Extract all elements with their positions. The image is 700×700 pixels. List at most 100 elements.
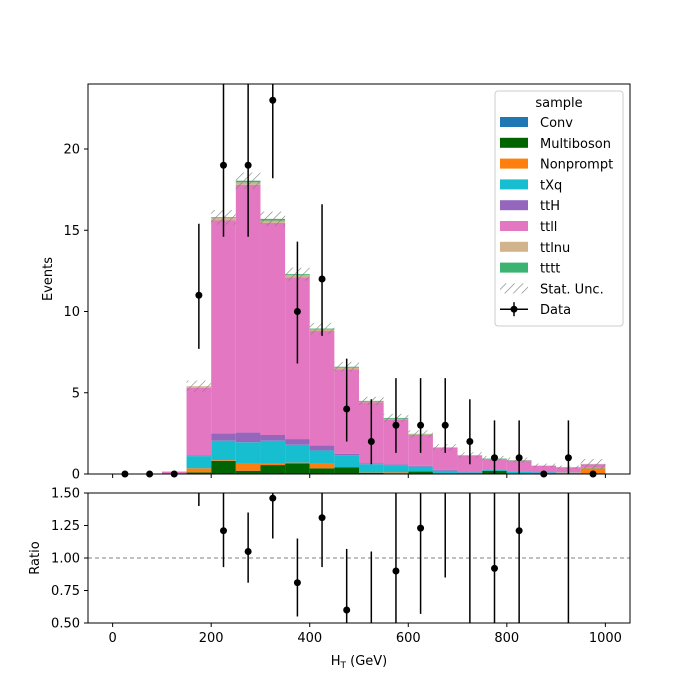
data-point-16 <box>515 454 523 462</box>
data-point-15 <box>491 454 498 462</box>
ratio-point-13 <box>515 527 523 535</box>
legend-label-tth: ttH <box>540 199 560 214</box>
data-point-12 <box>417 421 425 429</box>
legend-label-ttll: ttll <box>540 220 557 235</box>
x-tick-label-0: 0 <box>108 631 116 646</box>
ratio-y-ticks: 0.50 0.75 1.00 1.25 1.50 <box>51 487 88 632</box>
data-points <box>121 84 597 478</box>
ratio-point-1 <box>220 527 227 535</box>
legend-label-txq: tXq <box>540 178 562 193</box>
bar-multiboson-bin-8 <box>309 468 335 474</box>
main-y-tick-label-4: 20 <box>63 143 80 158</box>
bar-nonprompt-bin-6 <box>260 463 286 466</box>
ratio-point-6 <box>343 606 351 614</box>
bar-txq-bin-10 <box>359 464 384 473</box>
data-point-3 <box>195 291 203 299</box>
bar-txq-bin-13 <box>432 470 458 474</box>
bar-txq-bin-4 <box>211 440 236 461</box>
bar-ttll-bin-13 <box>432 448 458 470</box>
data-point-13 <box>441 421 449 429</box>
bar-txq-bin-7 <box>285 444 310 463</box>
ratio-y-axis-label: Ratio <box>28 541 43 574</box>
legend-label-nonprompt: Nonprompt <box>540 158 613 173</box>
data-point-14 <box>466 438 474 445</box>
bar-txq-bin-5 <box>235 442 261 464</box>
x-tick-label-2: 400 <box>297 631 322 646</box>
ratio-plot-frame <box>87 492 631 624</box>
bar-tth-bin-5 <box>235 432 261 443</box>
stat-unc-bin-17 <box>531 463 557 468</box>
bar-ttll-bin-3 <box>186 387 212 456</box>
main-y-tick-label-0: 0 <box>72 468 80 483</box>
bar-tth-bin-13 <box>432 469 458 471</box>
bar-multiboson-bin-9 <box>334 467 359 474</box>
main-y-tick-label-2: 10 <box>63 305 80 320</box>
ratio-y-tick-label-4: 1.50 <box>51 487 80 502</box>
bar-ttll-bin-8 <box>309 331 335 446</box>
bar-nonprompt-bin-4 <box>211 460 236 461</box>
legend-swatch-multiboson <box>500 137 528 148</box>
legend-swatch-tth <box>500 200 528 211</box>
bar-nonprompt-bin-11 <box>383 472 409 474</box>
data-point-8 <box>318 275 326 283</box>
bar-nonprompt-bin-8 <box>309 463 335 469</box>
bar-multiboson-bin-12 <box>408 471 433 474</box>
bar-multiboson-bin-5 <box>235 470 261 474</box>
stat-unc-bin-6 <box>260 211 286 227</box>
ratio-y-tick-label-0: 0.50 <box>51 617 80 632</box>
bar-tth-bin-11 <box>383 464 409 466</box>
data-point-9 <box>343 405 351 413</box>
ratio-y-tick-label-3: 1.25 <box>51 519 80 534</box>
legend-swatch-ttll <box>500 221 528 231</box>
legend-swatch-ttlnu <box>500 241 528 252</box>
data-point-11 <box>392 421 400 429</box>
bar-txq-bin-14 <box>457 472 483 474</box>
legend-swatch-stat-unc <box>500 283 528 294</box>
bar-multiboson-bin-4 <box>211 461 236 474</box>
legend-label-data: Data <box>540 303 571 318</box>
data-point-7 <box>293 308 301 315</box>
x-axis-label: HT (GeV) <box>331 654 388 671</box>
data-point-5 <box>244 161 252 169</box>
bar-ttll-bin-4 <box>211 220 236 434</box>
bar-multiboson-bin-10 <box>359 472 384 474</box>
bar-txq-bin-8 <box>309 450 335 464</box>
bar-tth-bin-12 <box>408 465 433 467</box>
bar-nonprompt-bin-5 <box>235 463 261 471</box>
ratio-point-12 <box>491 564 498 572</box>
bar-tth-bin-8 <box>309 445 335 451</box>
ratio-points <box>198 493 570 623</box>
main-y-tick-label-3: 15 <box>63 224 80 239</box>
bar-nonprompt-bin-7 <box>285 462 310 464</box>
legend-swatch-tttt <box>500 262 528 273</box>
bar-txq-bin-9 <box>334 455 359 468</box>
stat-unc-bin-19 <box>580 459 606 469</box>
legend-swatch-txq <box>500 179 528 190</box>
bar-tth-bin-3 <box>186 455 212 457</box>
legend-label-multiboson: Multiboson <box>540 137 611 152</box>
legend-swatch-nonprompt <box>500 158 528 169</box>
ratio-y-tick-label-2: 1.00 <box>51 552 80 567</box>
main-x-ticks <box>112 474 606 478</box>
stat-unc-bin-3 <box>186 380 212 392</box>
ratio-plot-panel: 0.50 0.75 1.00 1.25 1.50 0 200 400 600 800 1000 R… <box>28 487 631 671</box>
ratio-y-tick-label-1: 0.75 <box>51 584 80 599</box>
ratio-point-3 <box>269 494 277 502</box>
x-tick-label-3: 600 <box>396 631 421 646</box>
bar-tth-bin-4 <box>211 433 236 441</box>
main-y-axis-label: Events <box>41 257 56 301</box>
bar-txq-bin-12 <box>408 466 433 472</box>
data-point-10 <box>367 438 375 445</box>
bar-tth-bin-7 <box>285 439 310 445</box>
data-point-18 <box>564 454 572 462</box>
bar-tth-bin-6 <box>260 435 286 441</box>
bar-multiboson-bin-7 <box>285 463 310 474</box>
legend-label-tttt: tttt <box>540 262 560 277</box>
bar-multiboson-bin-3 <box>186 472 212 474</box>
ratio-point-2 <box>244 548 252 555</box>
bar-multiboson-bin-6 <box>260 465 286 474</box>
bar-txq-bin-3 <box>186 456 212 469</box>
bar-ttll-bin-17 <box>531 465 557 473</box>
legend: sample Conv Multiboson Nonprompt tXq ttH ttll… <box>494 90 624 327</box>
